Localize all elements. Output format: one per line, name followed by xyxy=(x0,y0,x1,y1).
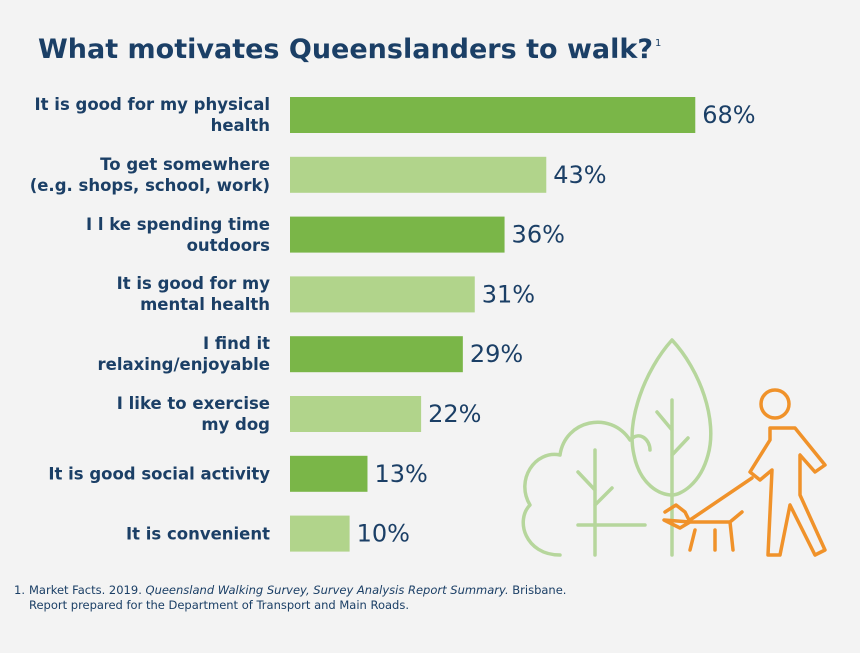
footnote-line: Report prepared for the Department of Tr… xyxy=(29,598,409,612)
category-label: It is convenient xyxy=(125,524,270,544)
leash xyxy=(688,476,754,522)
value-label: 36% xyxy=(512,221,565,249)
footnote-text: Brisbane. xyxy=(512,583,567,597)
category-label: I like to exercise my dog xyxy=(116,394,270,434)
bar xyxy=(290,216,505,253)
walker-head xyxy=(759,388,791,420)
bar xyxy=(290,396,422,432)
illustration xyxy=(521,338,827,557)
value-label: 22% xyxy=(428,400,481,428)
category-label: To get somewhere (e.g. shops, school, wo… xyxy=(29,154,270,195)
footnote-line: 1. Market Facts. 2019. Queensland Walking… xyxy=(14,583,566,598)
round-tree xyxy=(521,420,652,557)
bar xyxy=(290,455,368,492)
category-label: It is good for my physical health xyxy=(34,95,270,135)
category-label: I l ke spending time outdoors xyxy=(85,214,270,255)
bar xyxy=(290,515,350,552)
round-tree-trunk xyxy=(576,448,614,557)
chart-title: What motivates Queenslanders to walk? 1 xyxy=(38,34,661,65)
value-label: 68% xyxy=(702,101,755,129)
bar xyxy=(290,156,547,193)
value-label: 43% xyxy=(553,161,606,189)
category-label: It is good for my mental health xyxy=(116,274,270,315)
footnote: 1. Market Facts. 2019. Queensland Walking… xyxy=(14,583,566,613)
footnote-title: Queensland Walking Survey, Survey Analys… xyxy=(145,583,509,597)
value-label: 29% xyxy=(470,340,523,368)
value-label: 10% xyxy=(357,520,410,548)
bar xyxy=(290,97,696,133)
value-label: 31% xyxy=(482,280,535,308)
bar xyxy=(290,336,463,373)
title-text: What motivates Queenslanders to walk? xyxy=(38,34,653,65)
title-note: 1 xyxy=(655,38,662,49)
value-label: 13% xyxy=(374,460,427,488)
tall-tree-trunk xyxy=(655,398,690,557)
dog xyxy=(662,503,744,552)
footnote-number: 1. xyxy=(14,583,25,597)
bar xyxy=(290,276,475,313)
category-label: I find it relaxing/enjoyable xyxy=(97,334,270,375)
walker-body xyxy=(748,426,827,557)
footnote-text: Market Facts. 2019. xyxy=(29,583,142,597)
category-label: It is good social activity xyxy=(48,464,270,484)
